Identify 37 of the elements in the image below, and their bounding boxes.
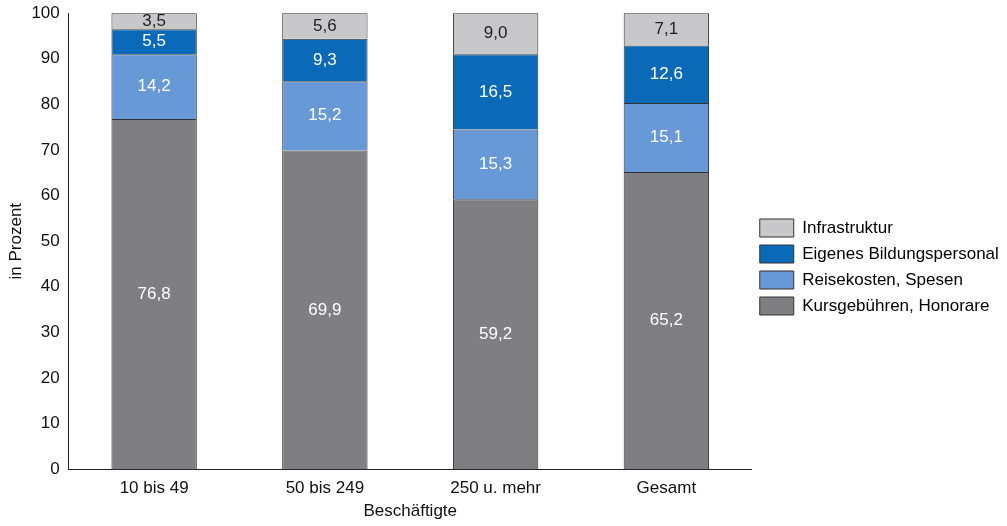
data-label: 15,3 — [479, 154, 513, 174]
y-tick-label: 30 — [40, 322, 60, 342]
legend-label: Eigenes Bildungspersonal — [802, 243, 999, 263]
legend-label: Infrastruktur — [802, 217, 894, 237]
data-label: 5,5 — [142, 31, 166, 51]
data-label: 16,5 — [479, 81, 513, 101]
x-tick-label: 10 bis 49 — [119, 478, 189, 498]
data-label: 7,1 — [654, 19, 679, 39]
y-tick-label: 40 — [40, 276, 60, 296]
y-tick-label: 90 — [40, 48, 60, 68]
y-tick-label: 100 — [31, 2, 60, 22]
y-tick-label: 0 — [50, 458, 60, 478]
data-label: 69,9 — [308, 299, 342, 319]
data-label: 14,2 — [137, 76, 171, 96]
y-tick-label: 70 — [40, 139, 60, 159]
data-label: 15,2 — [308, 105, 342, 125]
y-axis-title: in Prozent — [5, 202, 25, 280]
data-label: 59,2 — [479, 323, 513, 343]
data-label: 3,5 — [142, 10, 166, 30]
legend-label: Reisekosten, Spesen — [802, 269, 963, 289]
data-label: 12,6 — [649, 63, 683, 83]
x-axis-title: Beschäftigte — [363, 501, 458, 521]
y-tick-label: 20 — [40, 367, 60, 387]
data-label: 65,2 — [649, 310, 683, 330]
legend-label: Kursgebühren, Honorare — [802, 295, 990, 315]
data-label: 5,6 — [313, 15, 337, 35]
y-tick-label: 10 — [40, 413, 60, 433]
y-tick-label: 60 — [40, 185, 60, 205]
x-tick-label: 50 bis 249 — [285, 478, 365, 498]
data-label: 9,0 — [483, 23, 508, 43]
data-label: 76,8 — [137, 283, 171, 303]
data-label: 15,1 — [649, 127, 683, 147]
data-label: 9,3 — [313, 49, 337, 69]
x-tick-label: 250 u. mehr — [450, 478, 542, 498]
y-tick-label: 50 — [40, 230, 60, 250]
y-tick-label: 80 — [40, 94, 60, 114]
x-tick-label: Gesamt — [636, 478, 697, 498]
